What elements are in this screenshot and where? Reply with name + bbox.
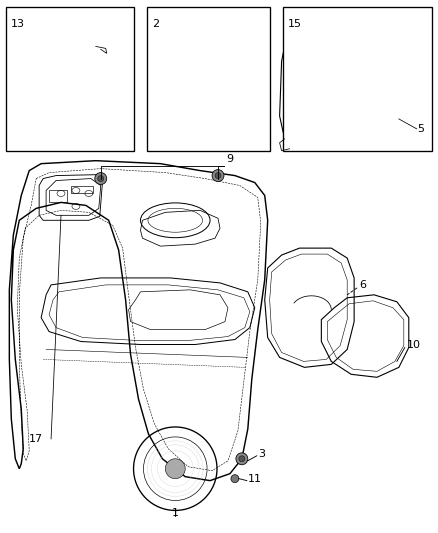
Text: 6: 6 [359, 280, 366, 290]
Text: 2: 2 [152, 19, 159, 29]
Bar [71, 185, 93, 193]
Text: 1: 1 [172, 508, 179, 519]
Bar [148, 6, 270, 151]
Text: 13: 13 [11, 19, 25, 29]
Circle shape [165, 459, 185, 479]
Circle shape [236, 453, 248, 465]
Bar [156, 109, 181, 127]
Bar [7, 6, 134, 151]
Circle shape [98, 175, 104, 182]
Bar [372, 86, 392, 100]
Text: 3: 3 [258, 449, 265, 459]
Text: 5: 5 [417, 124, 424, 134]
Text: 15: 15 [288, 19, 301, 29]
Circle shape [215, 173, 221, 179]
Circle shape [95, 173, 107, 184]
Text: 9: 9 [226, 154, 233, 164]
Bar [283, 6, 431, 151]
Circle shape [212, 169, 224, 182]
Text: 17: 17 [29, 434, 43, 444]
Circle shape [231, 475, 239, 482]
Bar [49, 190, 67, 203]
Circle shape [239, 456, 245, 462]
Text: 11: 11 [248, 474, 262, 483]
Text: 10: 10 [407, 340, 421, 350]
